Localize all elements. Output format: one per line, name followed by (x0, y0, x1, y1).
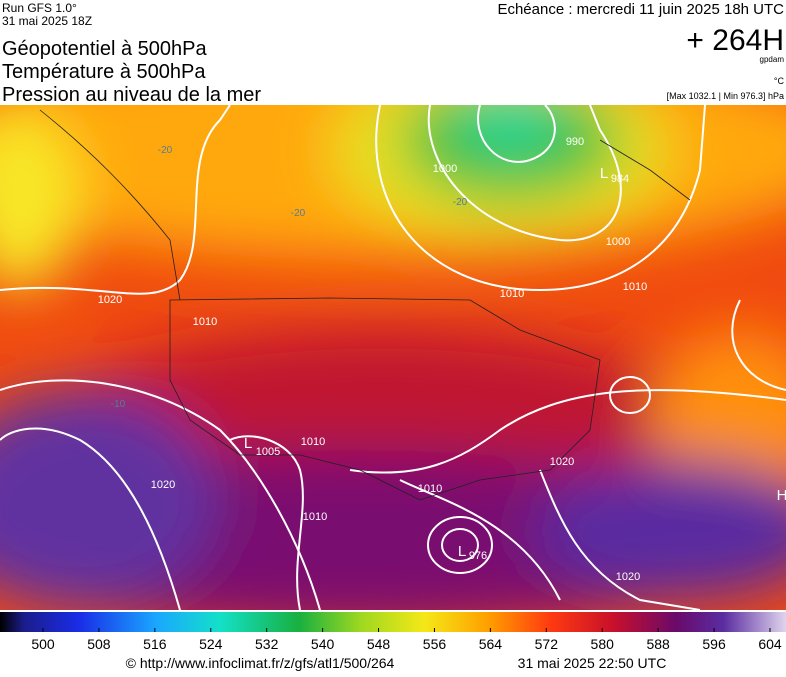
unit: gpdam (760, 55, 785, 64)
isobar-label: 1010 (623, 281, 647, 293)
run-date: 31 mai 2025 18Z (2, 14, 92, 28)
isobar-label: 976 (469, 550, 487, 562)
echeance: Echéance : mercredi 11 juin 2025 18h UTC (497, 1, 784, 18)
colorbar-label: 532 (255, 636, 279, 652)
colorbar-label: 500 (31, 636, 55, 652)
temp-label: -20 (291, 208, 306, 219)
temp-label: -10 (111, 399, 126, 410)
isobar-label: 1000 (606, 236, 630, 248)
temp-label: -20 (453, 197, 468, 208)
isobar-label: 1010 (303, 511, 327, 523)
isobar-label: 1010 (500, 288, 524, 300)
source-url: © http://www.infoclimat.fr/z/gfs/atl1/50… (126, 655, 395, 671)
isobar-label: 990 (566, 136, 584, 148)
unit: °C (774, 76, 785, 86)
temp-label: -20 (158, 145, 173, 156)
colorbar-label: 508 (87, 636, 111, 652)
colorbar-label: 604 (758, 636, 782, 652)
isobar-label: 1010 (418, 483, 442, 495)
isobar-label: 984 (611, 173, 629, 185)
colorbar-label: 588 (646, 636, 670, 652)
title: Température à 500hPa (2, 61, 206, 83)
low-marker: L (458, 543, 466, 560)
low-marker: L (600, 165, 608, 182)
colorbar-label: 564 (479, 636, 503, 652)
timestamp: 31 mai 2025 22:50 UTC (518, 655, 667, 671)
map: 1000 990 984 1010 1000 1010 1020 1010 10… (0, 105, 786, 610)
colorbar-ticks: 500 508 516 524 532 540 548 556 564 572 580 588 596 6… (31, 628, 782, 652)
colorbar (0, 612, 786, 632)
colorbar-label: 596 (702, 636, 726, 652)
isobar-label: 1000 (433, 163, 457, 175)
pressure-range: [Max 1032.1 | Min 976.3] hPa (667, 91, 784, 101)
colorbar-label: 580 (591, 636, 615, 652)
colorbar-label: 572 (535, 636, 559, 652)
isobar-label: 1010 (301, 436, 325, 448)
colorbar-label: 540 (311, 636, 335, 652)
title: Géopotentiel à 500hPa (2, 38, 207, 60)
colorbar-label: 516 (143, 636, 167, 652)
isobar-label: 1020 (550, 456, 574, 468)
low-marker: L (244, 435, 252, 452)
lead-time: + 264H (686, 24, 784, 57)
colorbar-label: 556 (423, 636, 447, 652)
run: Run GFS 1.0° (2, 1, 77, 15)
colorbar-label: 524 (199, 636, 223, 652)
isobar-label: 1010 (193, 316, 217, 328)
high-marker: H (777, 487, 786, 504)
isobar-label: 1005 (256, 446, 280, 458)
title: Pression au niveau de la mer (2, 84, 261, 106)
isobar-label: 1020 (151, 479, 175, 491)
colorbar-label: 548 (367, 636, 391, 652)
isobar-label: 1020 (98, 294, 122, 306)
isobar-label: 1020 (616, 571, 640, 583)
